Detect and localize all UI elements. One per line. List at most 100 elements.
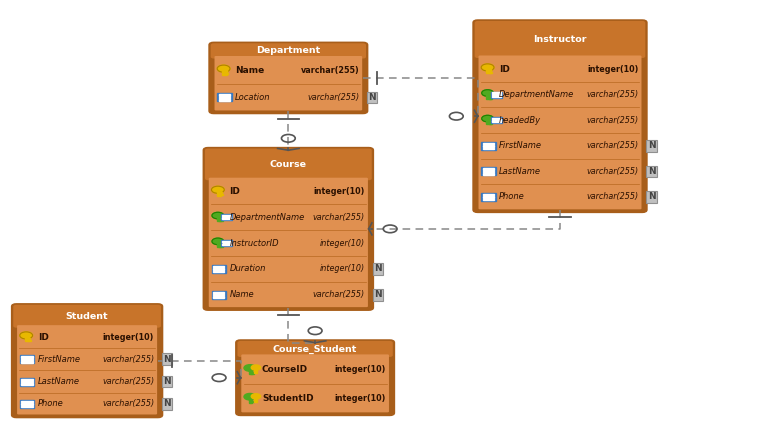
Bar — [20, 355, 35, 363]
FancyBboxPatch shape — [241, 354, 389, 412]
Bar — [22, 401, 33, 402]
Bar — [22, 383, 33, 385]
FancyBboxPatch shape — [209, 42, 368, 113]
Text: FirstName: FirstName — [38, 355, 81, 364]
Text: ID: ID — [38, 333, 48, 342]
Text: Course_Student: Course_Student — [273, 345, 357, 354]
Text: integer(10): integer(10) — [319, 238, 365, 247]
Bar — [222, 241, 231, 242]
FancyBboxPatch shape — [236, 340, 394, 415]
Bar — [249, 368, 253, 374]
Text: varchar(255): varchar(255) — [586, 167, 638, 176]
Bar — [22, 378, 33, 380]
Bar — [217, 93, 232, 101]
Text: Duration: Duration — [230, 265, 266, 273]
Bar — [28, 340, 31, 341]
Bar — [222, 217, 231, 218]
FancyBboxPatch shape — [210, 43, 366, 59]
Circle shape — [20, 332, 32, 339]
FancyBboxPatch shape — [17, 325, 157, 414]
Bar — [253, 396, 257, 402]
Bar — [489, 121, 492, 122]
Bar — [486, 67, 491, 73]
Text: Department: Department — [257, 46, 320, 55]
Text: Phone: Phone — [499, 193, 525, 202]
Text: varchar(255): varchar(255) — [102, 355, 154, 364]
FancyBboxPatch shape — [209, 178, 368, 307]
Bar — [213, 270, 224, 272]
Bar — [486, 119, 491, 125]
Bar — [222, 215, 231, 216]
Circle shape — [212, 212, 223, 219]
Text: integer(10): integer(10) — [103, 333, 154, 342]
Text: DepartmentName: DepartmentName — [230, 213, 305, 222]
Circle shape — [482, 115, 494, 122]
Bar — [213, 268, 224, 270]
Text: N: N — [647, 141, 655, 150]
Bar — [249, 396, 253, 403]
Text: Phone: Phone — [38, 399, 64, 408]
Text: Course: Course — [270, 160, 307, 169]
Text: varchar(255): varchar(255) — [313, 290, 365, 299]
Bar — [483, 194, 494, 195]
FancyBboxPatch shape — [205, 149, 372, 180]
Bar — [483, 148, 494, 149]
Text: varchar(255): varchar(255) — [300, 66, 359, 75]
Bar — [25, 335, 29, 341]
Bar — [219, 220, 223, 221]
Bar — [219, 192, 222, 193]
FancyBboxPatch shape — [478, 56, 641, 209]
Text: N: N — [374, 265, 382, 273]
Circle shape — [482, 64, 494, 71]
Bar — [251, 372, 254, 374]
Text: N: N — [374, 290, 382, 299]
Bar — [211, 265, 226, 273]
Bar — [492, 120, 501, 121]
Text: varchar(255): varchar(255) — [586, 193, 638, 202]
Bar — [486, 93, 491, 99]
FancyBboxPatch shape — [214, 56, 362, 110]
Text: varchar(255): varchar(255) — [313, 213, 365, 222]
Bar — [213, 291, 224, 293]
Bar — [213, 266, 224, 267]
Text: varchar(255): varchar(255) — [307, 93, 359, 102]
Text: headedBy: headedBy — [499, 116, 541, 125]
Bar — [483, 196, 494, 198]
Text: varchar(255): varchar(255) — [102, 399, 154, 408]
Text: varchar(255): varchar(255) — [586, 116, 638, 125]
Bar — [222, 244, 231, 245]
Bar — [491, 117, 502, 123]
Text: N: N — [647, 193, 655, 202]
Text: integer(10): integer(10) — [319, 265, 365, 273]
Bar — [20, 377, 35, 386]
Bar — [492, 96, 501, 97]
Bar — [221, 214, 232, 220]
Text: N: N — [164, 399, 170, 408]
Bar — [492, 94, 501, 95]
Bar — [20, 400, 35, 408]
Bar — [217, 215, 221, 221]
Text: LastName: LastName — [499, 167, 541, 176]
Bar — [491, 92, 502, 98]
Bar — [225, 73, 228, 74]
FancyBboxPatch shape — [204, 148, 373, 310]
Bar — [217, 241, 221, 247]
Bar — [492, 92, 501, 93]
FancyBboxPatch shape — [473, 20, 647, 212]
Bar — [221, 240, 232, 246]
Bar — [211, 291, 226, 299]
Text: Name: Name — [230, 290, 254, 299]
Bar — [223, 68, 227, 74]
Circle shape — [482, 90, 494, 96]
Text: varchar(255): varchar(255) — [586, 90, 638, 99]
Text: integer(10): integer(10) — [587, 65, 638, 74]
FancyBboxPatch shape — [13, 305, 161, 328]
Text: N: N — [369, 93, 376, 102]
Text: StudentID: StudentID — [262, 394, 313, 403]
Circle shape — [244, 365, 256, 371]
Text: Student: Student — [66, 312, 108, 321]
FancyBboxPatch shape — [12, 304, 163, 417]
Text: integer(10): integer(10) — [335, 394, 386, 403]
Bar — [483, 171, 494, 172]
Bar — [483, 168, 494, 170]
